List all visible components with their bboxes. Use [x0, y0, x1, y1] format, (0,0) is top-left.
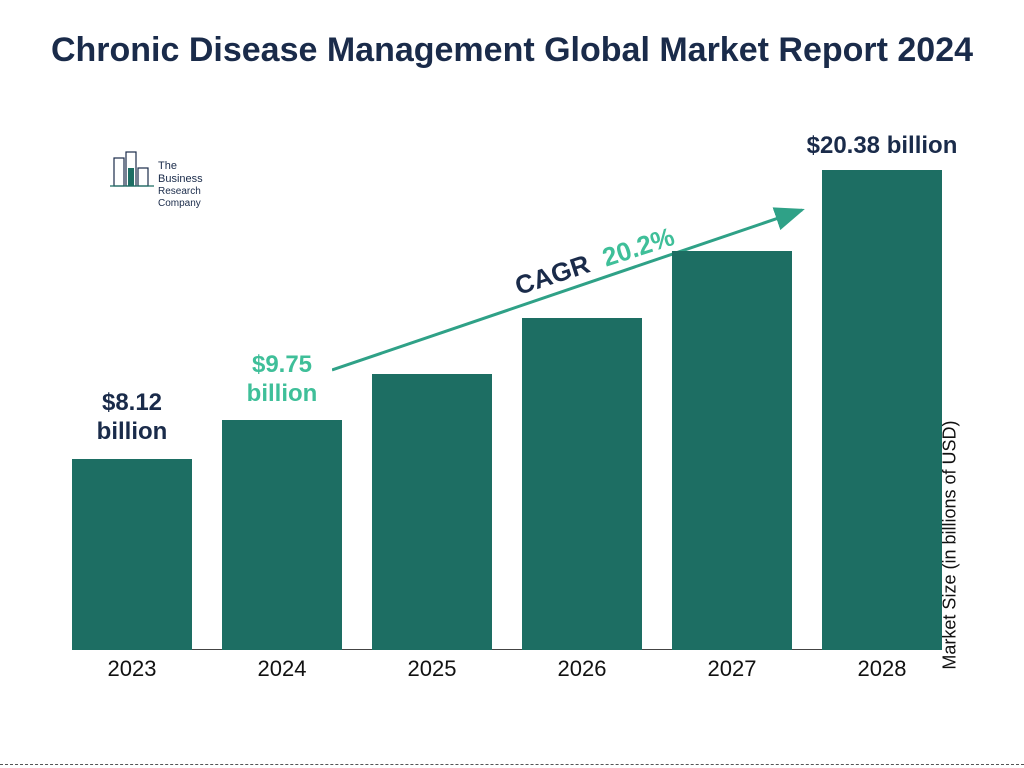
x-axis-label: 2023	[72, 656, 192, 682]
bar	[372, 374, 492, 650]
bar	[72, 459, 192, 650]
x-axis-label: 2024	[222, 656, 342, 682]
bar-top-value-label: $20.38 billion	[782, 132, 982, 160]
bar	[222, 420, 342, 650]
chart-baseline	[72, 649, 940, 650]
bar	[522, 318, 642, 650]
bar-value-label: $8.12billion	[62, 389, 202, 447]
bar	[822, 170, 942, 650]
chart-area: CAGR 20.2% Market Size (in billions of U…	[72, 150, 940, 690]
chart-title-text: Chronic Disease Management Global Market…	[51, 31, 973, 69]
chart-title: Chronic Disease Management Global Market…	[0, 0, 1024, 74]
bar-value-label: $9.75billion	[212, 351, 352, 409]
x-axis-label: 2028	[822, 656, 942, 682]
x-axis-label: 2026	[522, 656, 642, 682]
x-axis-label: 2025	[372, 656, 492, 682]
x-axis-label: 2027	[672, 656, 792, 682]
y-axis-label: Market Size (in billions of USD)	[940, 421, 961, 670]
bar	[672, 251, 792, 650]
bottom-dashed-border	[0, 764, 1024, 765]
